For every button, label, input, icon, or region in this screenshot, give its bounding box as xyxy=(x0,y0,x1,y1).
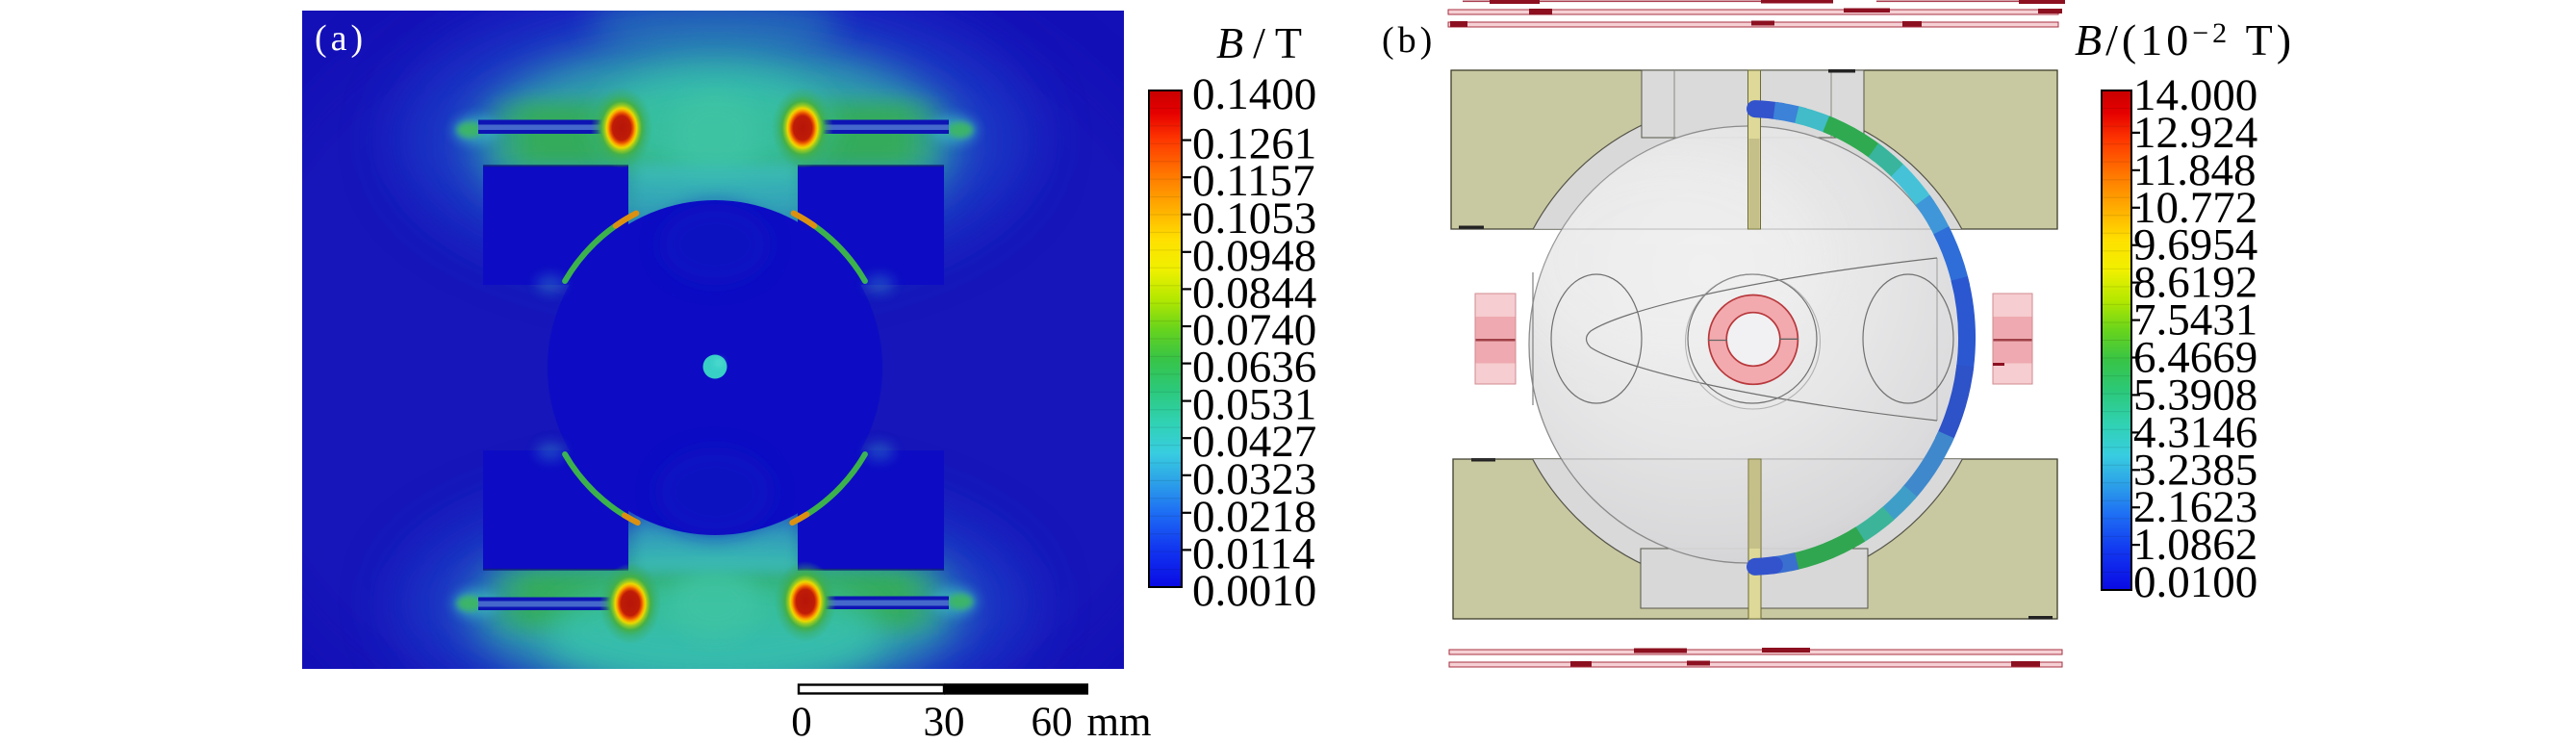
svg-text:B/(10−2 T): B/(10−2 T) xyxy=(2075,15,2295,64)
svg-text:0.1053: 0.1053 xyxy=(1192,193,1316,243)
svg-text:(a): (a) xyxy=(315,18,367,59)
svg-text:0.0114: 0.0114 xyxy=(1192,528,1315,578)
svg-text:2.1623: 2.1623 xyxy=(2133,482,2257,532)
svg-text:0.0531: 0.0531 xyxy=(1192,380,1316,430)
svg-text:0.1261: 0.1261 xyxy=(1192,119,1316,169)
svg-text:(b): (b) xyxy=(1382,20,1436,61)
svg-text:0.0100: 0.0100 xyxy=(2133,557,2257,607)
svg-text:1.0862: 1.0862 xyxy=(2133,520,2257,570)
svg-text:0.1157: 0.1157 xyxy=(1192,156,1315,206)
svg-text:0.0218: 0.0218 xyxy=(1192,492,1316,542)
svg-text:9.6954: 9.6954 xyxy=(2133,220,2257,270)
svg-text:4.3146: 4.3146 xyxy=(2133,407,2257,457)
svg-text:0.0636: 0.0636 xyxy=(1192,343,1316,393)
svg-text:3.2385: 3.2385 xyxy=(2133,445,2257,495)
svg-text:14.000: 14.000 xyxy=(2133,70,2257,120)
svg-text:0.0844: 0.0844 xyxy=(1192,268,1316,318)
svg-text:6.4669: 6.4669 xyxy=(2133,333,2257,383)
svg-text:0.0010: 0.0010 xyxy=(1192,566,1316,616)
svg-text:0: 0 xyxy=(791,700,812,743)
svg-text:12.924: 12.924 xyxy=(2133,108,2257,158)
svg-text:0.0323: 0.0323 xyxy=(1192,454,1316,504)
svg-text:8.6192: 8.6192 xyxy=(2133,258,2257,308)
svg-text:B/T: B/T xyxy=(1216,18,1312,67)
svg-text:60: 60 xyxy=(1032,700,1073,743)
svg-text:0.0427: 0.0427 xyxy=(1192,417,1316,467)
svg-text:7.5431: 7.5431 xyxy=(2133,295,2257,346)
svg-text:11.848: 11.848 xyxy=(2133,145,2257,195)
svg-text:30: 30 xyxy=(924,700,965,743)
svg-text:mm: mm xyxy=(1087,700,1152,743)
svg-text:5.3908: 5.3908 xyxy=(2133,370,2257,420)
svg-text:10.772: 10.772 xyxy=(2133,183,2257,233)
svg-text:0.1400: 0.1400 xyxy=(1192,69,1316,119)
svg-text:0.0948: 0.0948 xyxy=(1192,231,1316,281)
svg-text:0.0740: 0.0740 xyxy=(1192,305,1316,355)
